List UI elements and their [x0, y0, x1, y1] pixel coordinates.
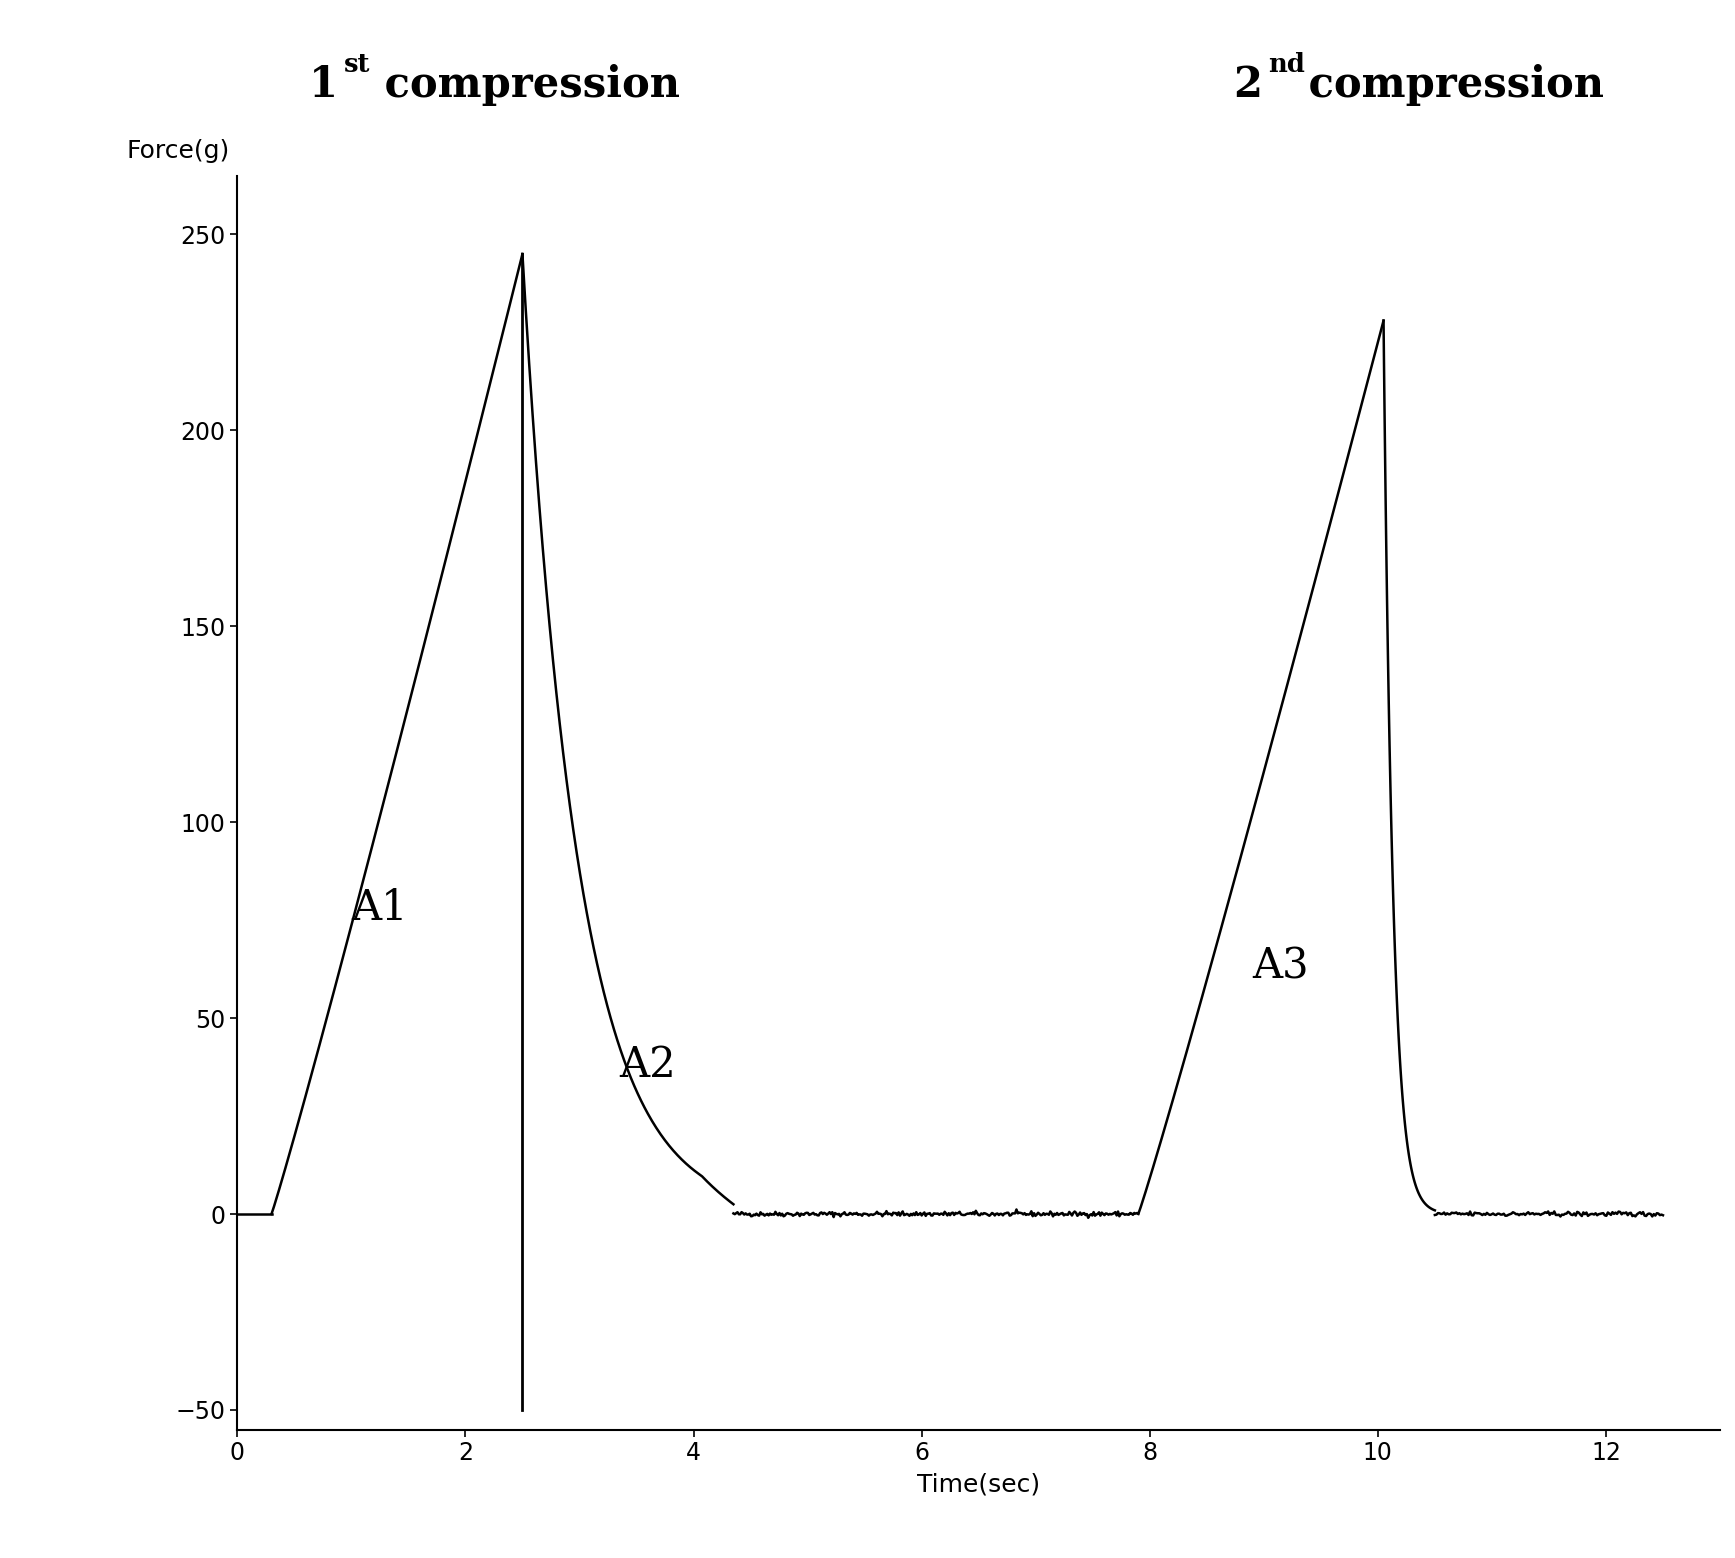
Text: Force(g): Force(g) [127, 139, 229, 164]
Text: A1: A1 [352, 887, 408, 929]
Text: nd: nd [1268, 53, 1305, 78]
Text: A2: A2 [619, 1044, 677, 1086]
Text: compression: compression [370, 64, 680, 106]
Text: compression: compression [1294, 64, 1605, 106]
Text: 1: 1 [309, 64, 338, 106]
Text: 2: 2 [1234, 64, 1263, 106]
Text: st: st [344, 53, 371, 78]
X-axis label: Time(sec): Time(sec) [918, 1472, 1041, 1496]
Text: A3: A3 [1253, 946, 1308, 988]
